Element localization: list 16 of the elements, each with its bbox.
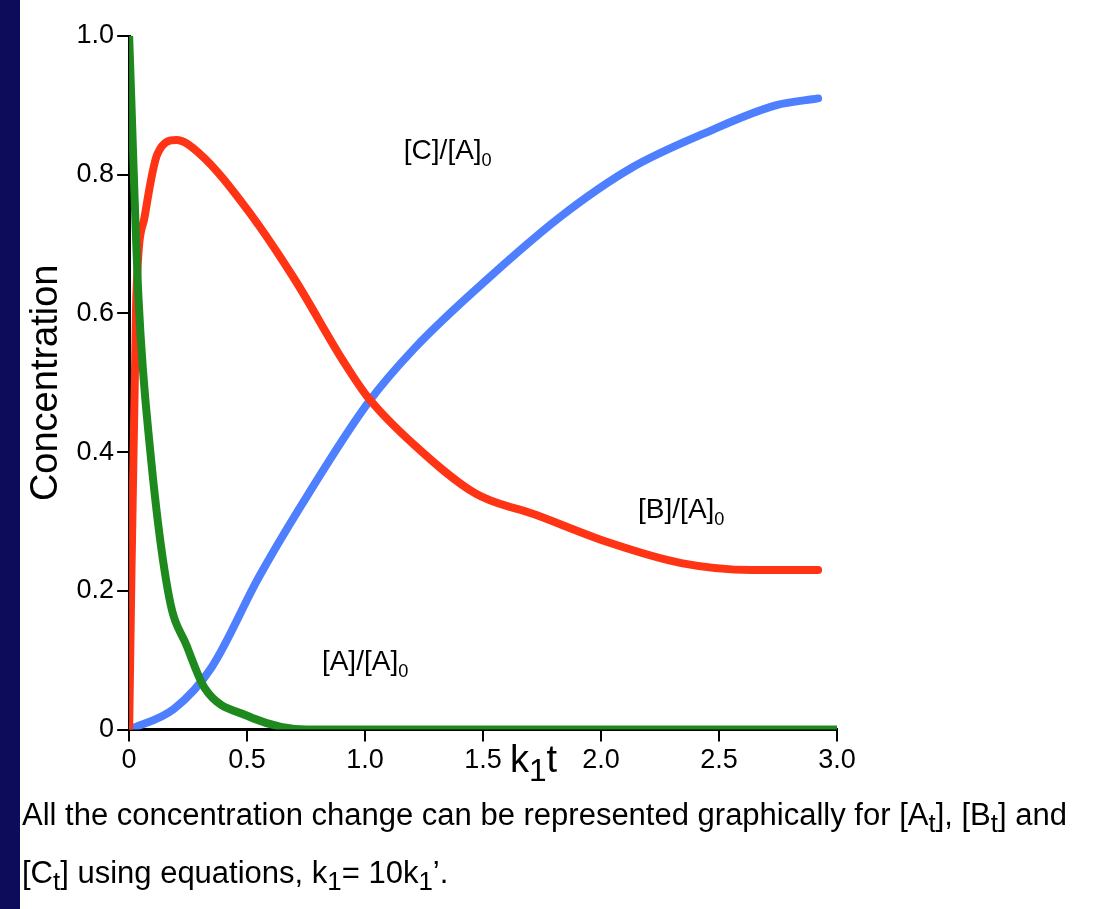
y-tick-label: 0 [99, 713, 115, 744]
y-tick-label: 1.0 [76, 19, 115, 50]
text: All the concentration change can be represented graphically for [A$_{t}$], [B$_{t}$] and [C$_{t}$] using equations, k$_{1}$= 10k$_{1}$’. [22, 797, 1067, 896]
x-axis-title: k$_{1}$t [510, 738, 558, 789]
x-tick-label: 2.5 [700, 744, 738, 775]
x-tick-label: 1.5 [464, 744, 502, 775]
y-tick-label: 0.4 [76, 435, 115, 466]
x-tick-label: 0.5 [228, 744, 266, 775]
x-tick-label: 2.0 [582, 744, 620, 775]
x-tick-label: 3.0 [818, 744, 856, 775]
y-axis-title: Concentration [23, 264, 66, 502]
x-tick-label: 0 [121, 744, 137, 775]
y-tick-label: 0.8 [76, 158, 115, 189]
y-tick-label: 0.2 [76, 574, 115, 605]
x-tick-label: 1.0 [346, 744, 384, 775]
y-tick-label: 0.6 [76, 296, 115, 327]
